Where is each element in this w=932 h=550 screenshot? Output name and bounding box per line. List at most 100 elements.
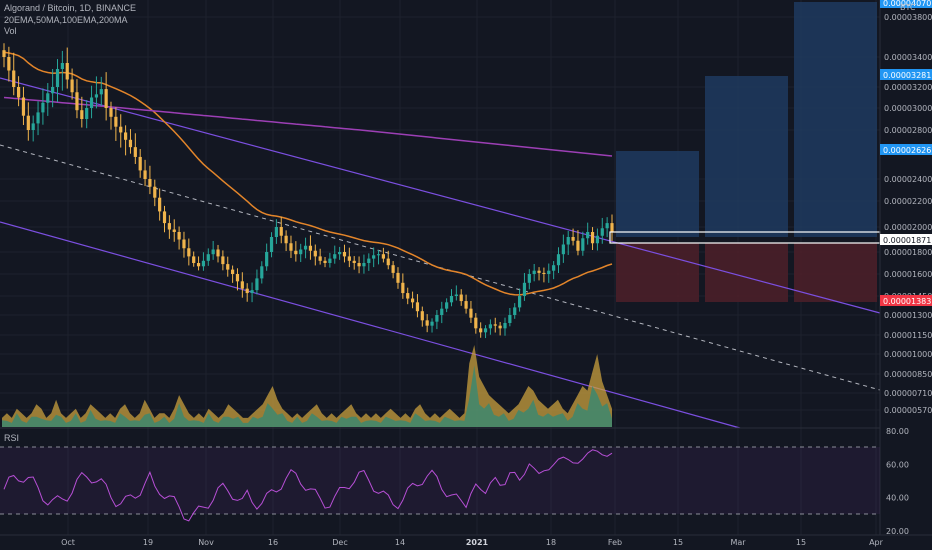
candle-body: [386, 258, 390, 266]
time-axis-label: Dec: [332, 538, 347, 547]
time-axis-label: Oct: [61, 538, 75, 547]
candle-body: [85, 108, 89, 119]
candle-body: [65, 63, 69, 80]
target-zone-2: [705, 76, 788, 237]
candle-body: [513, 307, 517, 315]
candle-body: [245, 288, 249, 294]
candle-body: [488, 324, 492, 329]
candle-body: [430, 321, 434, 326]
candle-body: [177, 232, 181, 240]
volume-area-up: [2, 365, 612, 427]
price-tags: 0.00004070 0.00003281 0.00002626 0.00001871…: [880, 0, 932, 306]
price-axis-label: 0.00000850: [884, 370, 932, 379]
candle-body: [425, 320, 429, 326]
candle-body: [483, 328, 488, 333]
candle-body: [133, 147, 137, 157]
candle-body: [479, 328, 483, 333]
price-axis-label: 0.00003400: [884, 53, 932, 62]
time-axis-label: 2021: [466, 538, 489, 547]
candle-body: [338, 252, 342, 255]
price-tag-text: 0.00002626: [883, 146, 931, 155]
rsi-legend[interactable]: RSI: [4, 433, 20, 443]
candle-body: [70, 79, 74, 93]
time-axis[interactable]: Oct 19 Nov 16 Dec 14 2021 18 Feb 15 Mar 15 Apr: [0, 534, 932, 547]
price-tag-bg: [880, 69, 932, 80]
channel-upper-line: [0, 77, 881, 314]
candle-body: [167, 223, 171, 230]
candle-body: [240, 281, 244, 289]
candle-body: [445, 302, 449, 309]
time-axis-label: 16: [268, 538, 278, 547]
indicator-legend[interactable]: 20EMA,50MA,100EMA,200MA: [4, 15, 128, 25]
candle-body: [435, 315, 439, 322]
price-axis-label: 0.00003800: [884, 13, 932, 22]
candle-body: [158, 197, 162, 212]
candle-body: [21, 97, 26, 116]
time-axis-label: 14: [395, 538, 405, 547]
candle-body: [357, 263, 361, 267]
chart-title[interactable]: Algorand / Bitcoin, 1D, BINANCE: [4, 3, 137, 13]
price-axis-label: 0.00000710: [884, 389, 932, 398]
candle-body: [299, 249, 303, 255]
candle-body: [532, 270, 536, 274]
candle-body: [527, 274, 531, 283]
price-axis-label: 0.00002400: [884, 175, 932, 184]
price-tag-bg: [880, 295, 932, 306]
candle-body: [284, 235, 288, 244]
rsi-line: [3, 449, 613, 522]
position-zones: [616, 2, 877, 302]
candle-body: [153, 186, 157, 198]
stop-zone-1: [616, 243, 699, 302]
candle-body: [600, 228, 604, 236]
target-zone-1: [616, 151, 699, 237]
candle-body: [493, 324, 497, 326]
rsi-axis-label: 40.00: [886, 494, 909, 503]
rsi-axis-label: 80.00: [886, 427, 909, 436]
time-axis-label: Feb: [608, 538, 622, 547]
candle-body: [294, 250, 298, 255]
rsi-pane: [0, 446, 880, 522]
candle-body: [231, 269, 235, 274]
candle-body: [289, 243, 293, 251]
candle-body: [55, 69, 60, 87]
price-axis-label: 0.00003200: [884, 83, 932, 92]
price-axis-label: 0.00001150: [884, 331, 932, 340]
volume-area: [2, 345, 612, 427]
candle-body: [454, 294, 458, 296]
time-axis-label: 15: [673, 538, 683, 547]
candle-body: [260, 266, 264, 279]
candle-body: [216, 249, 220, 257]
candle-body: [367, 258, 371, 263]
price-axis-label: 0.00001800: [884, 248, 932, 257]
candle-body: [250, 290, 254, 294]
candle-body: [60, 63, 64, 69]
price-axis-label: 0.00001600: [884, 270, 932, 279]
candle-body: [7, 57, 11, 71]
candle-body: [605, 223, 609, 229]
candlesticks[interactable]: [2, 43, 614, 339]
candle-body: [143, 170, 147, 179]
time-axis-label: Nov: [198, 538, 214, 547]
candle-body: [410, 298, 415, 303]
rsi-axis-label: 20.00: [886, 527, 909, 536]
ema100-line: [3, 51, 613, 296]
candle-body: [211, 249, 215, 255]
candle-body: [372, 255, 376, 259]
volume-legend[interactable]: Vol: [4, 26, 17, 36]
candle-body: [51, 87, 55, 94]
price-axis-label: 0.00001000: [884, 350, 932, 359]
time-axis-label: 18: [546, 538, 556, 547]
candle-body: [503, 323, 507, 329]
price-tag-text: 0.00001383: [883, 297, 931, 306]
candle-body: [182, 239, 186, 249]
candle-body: [590, 232, 595, 244]
rsi-band: [0, 447, 880, 514]
time-axis-label: 19: [143, 538, 153, 547]
candle-body: [498, 325, 502, 329]
candle-body: [89, 97, 94, 108]
price-axis-label: 0.00002200: [884, 197, 932, 206]
channel-lower-line: [0, 221, 741, 429]
candle-body: [362, 263, 366, 267]
candle-body: [323, 260, 327, 263]
